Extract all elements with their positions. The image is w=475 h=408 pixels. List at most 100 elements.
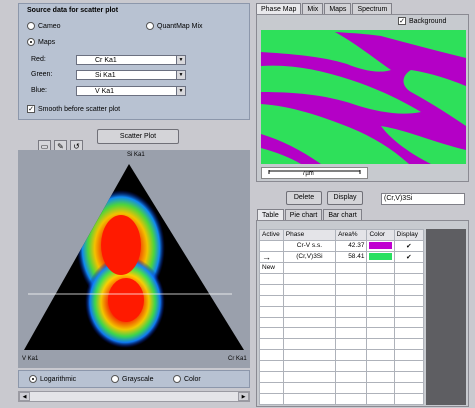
table-row[interactable]: Cr-V s.s. 42.37 ✔ <box>259 239 425 252</box>
table-side-area <box>426 229 466 405</box>
triangle-top-label: Si Ka1 <box>127 152 145 158</box>
tab-pie-chart[interactable]: Pie chart <box>284 209 323 221</box>
chevron-down-icon[interactable]: ▼ <box>176 87 185 95</box>
empty-row <box>259 371 425 384</box>
empty-row <box>259 316 425 329</box>
col-color: Color <box>366 229 395 241</box>
tab-spectrum[interactable]: Spectrum <box>352 3 393 15</box>
radio-cameo[interactable]: Cameo <box>27 22 61 30</box>
radio-logarithmic-label: Logarithmic <box>40 375 77 383</box>
color-swatch[interactable] <box>369 242 392 250</box>
radio-cameo-dot[interactable] <box>27 22 35 30</box>
empty-cell <box>335 261 368 274</box>
row-phase[interactable]: (Cr,V)3Si <box>282 250 337 263</box>
empty-row <box>259 360 425 373</box>
empty-row <box>259 393 425 405</box>
pen-icon[interactable]: ✎ <box>54 140 67 153</box>
row-phase[interactable]: Cr-V s.s. <box>282 239 337 252</box>
tab-maps[interactable]: Maps <box>324 3 352 15</box>
radio-color-dot[interactable] <box>173 375 181 383</box>
radio-color-label: Color <box>184 375 201 383</box>
tab-table[interactable]: Table <box>257 209 284 221</box>
scale-radio-group: Logarithmic Grayscale Color <box>18 370 250 388</box>
empty-row <box>259 338 425 351</box>
blue-select-value: V Ka1 <box>95 88 115 95</box>
row-area: 58.41 <box>335 250 368 263</box>
tab-mix[interactable]: Mix <box>302 3 324 15</box>
radio-maps-dot[interactable] <box>27 38 35 46</box>
chevron-down-icon[interactable]: ▼ <box>176 56 185 64</box>
phase-map-image[interactable] <box>261 30 466 164</box>
row-display-check[interactable]: ✔ <box>393 250 425 263</box>
ternary-scatter-plot[interactable] <box>18 150 250 368</box>
horizontal-scrollbar[interactable]: ◀ ▶ <box>18 391 250 402</box>
col-phase: Phase <box>282 229 337 241</box>
scale-bar: 7µm <box>261 167 368 179</box>
green-label: Green: <box>31 71 53 78</box>
blue-label: Blue: <box>31 87 47 94</box>
display-button[interactable]: Display <box>327 191 363 205</box>
red-select-value: Cr Ka1 <box>95 57 117 64</box>
density-cloud <box>77 190 165 348</box>
radio-color[interactable]: Color <box>173 375 201 383</box>
radio-logarithmic[interactable]: Logarithmic <box>29 375 76 383</box>
triangle-right-label: Cr Ka1 <box>228 356 247 362</box>
scroll-left-icon[interactable]: ◀ <box>19 392 30 401</box>
row-display-check[interactable]: ✔ <box>393 239 425 252</box>
empty-row <box>259 349 425 362</box>
empty-row <box>259 382 425 395</box>
empty-row <box>259 305 425 318</box>
active-arrow-icon[interactable]: → <box>259 250 284 263</box>
smooth-checkbox-label: Smooth before scatter plot <box>38 105 121 113</box>
smooth-checkbox[interactable]: ✓ Smooth before scatter plot <box>27 105 120 113</box>
new-row-label[interactable]: New <box>259 261 284 274</box>
scale-bar-line <box>268 170 361 174</box>
color-swatch[interactable] <box>369 253 392 261</box>
radio-grayscale[interactable]: Grayscale <box>111 375 154 383</box>
red-select[interactable]: Cr Ka1 ▼ <box>76 55 186 65</box>
scatter-plot-button[interactable]: Scatter Plot <box>97 129 179 144</box>
table-header-row: Active Phase Area% Color Display <box>259 229 425 241</box>
source-group-title: Source data for scatter plot <box>27 7 119 14</box>
radio-grayscale-label: Grayscale <box>122 375 154 383</box>
scroll-right-icon[interactable]: ▶ <box>238 392 249 401</box>
radio-maps[interactable]: Maps <box>27 38 55 46</box>
chevron-down-icon[interactable]: ▼ <box>176 71 185 79</box>
background-checkbox-label: Background <box>409 17 447 25</box>
delete-button[interactable]: Delete <box>286 191 322 205</box>
empty-cell <box>366 261 395 274</box>
phase-map-drawing <box>261 30 466 164</box>
radio-grayscale-dot[interactable] <box>111 375 119 383</box>
table-row-new[interactable]: New <box>259 261 425 274</box>
blue-select[interactable]: V Ka1 ▼ <box>76 86 186 96</box>
source-data-group: Source data for scatter plot Cameo Quant… <box>18 3 250 120</box>
radio-cameo-label: Cameo <box>38 22 61 30</box>
radio-quantmap-label: QuantMap Mix <box>157 22 203 30</box>
empty-cell <box>282 261 337 274</box>
green-select[interactable]: Si Ka1 ▼ <box>76 70 186 80</box>
red-label: Red: <box>31 56 46 63</box>
triangle-left-label: V Ka1 <box>22 356 39 362</box>
phase-name-input[interactable]: (Cr,V)3Si <box>381 193 465 205</box>
col-display: Display <box>393 229 425 241</box>
empty-row <box>259 283 425 296</box>
row-color[interactable] <box>366 239 395 252</box>
table-row[interactable]: → (Cr,V)3Si 58.41 ✔ <box>259 250 425 263</box>
radio-quantmap-mix[interactable]: QuantMap Mix <box>146 22 203 30</box>
col-area: Area% <box>335 229 368 241</box>
background-checkbox[interactable]: ✓ Background <box>398 17 446 25</box>
green-select-value: Si Ka1 <box>95 72 116 79</box>
tab-bar-chart[interactable]: Bar chart <box>323 209 362 221</box>
phase-table: Active Phase Area% Color Display Cr-V s.… <box>259 229 425 405</box>
radio-quantmap-dot[interactable] <box>146 22 154 30</box>
tab-phase-map[interactable]: Phase Map <box>256 3 302 15</box>
background-checkbox-box[interactable]: ✓ <box>398 17 406 25</box>
empty-row <box>259 327 425 340</box>
top-tabbar: Phase Map Mix Maps Spectrum <box>256 3 393 15</box>
row-active[interactable] <box>259 239 284 252</box>
scale-bar-label: 7µm <box>302 171 314 177</box>
radio-logarithmic-dot[interactable] <box>29 375 37 383</box>
empty-cell <box>393 261 425 274</box>
smooth-checkbox-box[interactable]: ✓ <box>27 105 35 113</box>
row-color[interactable] <box>366 250 395 263</box>
